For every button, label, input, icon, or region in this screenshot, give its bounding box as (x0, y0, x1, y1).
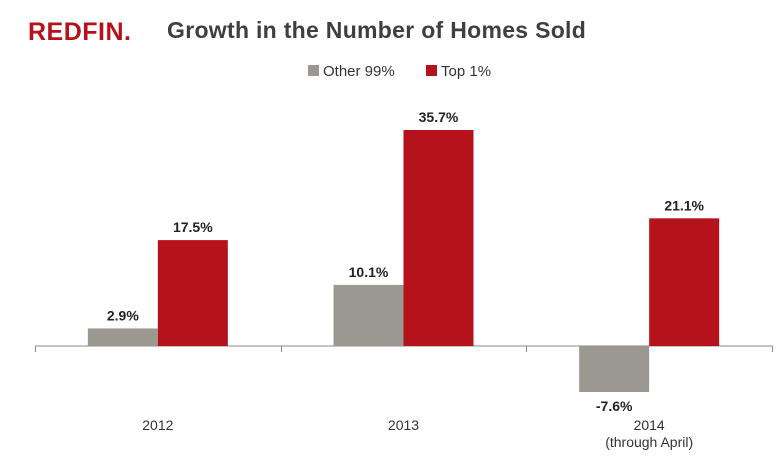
legend-swatch-top-1 (426, 65, 437, 76)
legend-label-top-1: Top 1% (441, 63, 491, 80)
data-label-top-1-2014: 21.1% (664, 197, 704, 213)
chart-title: Growth in the Number of Homes Sold (167, 17, 586, 43)
bar-other-99-2012 (87, 328, 158, 346)
bar-top-1-2012 (157, 240, 228, 346)
x-tick-sublabel-2014: (through April) (605, 434, 693, 450)
legend-swatch-other-99 (308, 65, 319, 76)
data-label-top-1-2012: 17.5% (173, 219, 213, 235)
data-label-other-99-2012: 2.9% (107, 307, 139, 323)
data-label-other-99-2014: -7.6% (596, 398, 633, 414)
bar-other-99-2013 (333, 284, 404, 346)
redfin-logo: REDFIN. (28, 18, 132, 46)
x-tick-label-2012: 2012 (142, 417, 173, 433)
plot-area: 2.9% 17.5% 2012 10.1% 35.7% 2013 -7.6% 21.1% 201… (35, 109, 773, 450)
bar-other-99-2014 (579, 346, 650, 392)
bar-top-1-2014 (649, 218, 720, 346)
legend: Other 99% Top 1% (308, 63, 491, 80)
legend-label-other-99: Other 99% (323, 63, 395, 80)
data-label-top-1-2013: 35.7% (419, 109, 459, 125)
bar-top-1-2013 (403, 130, 474, 346)
data-label-other-99-2013: 10.1% (349, 264, 389, 280)
x-tick-label-2014: 2014 (634, 417, 665, 433)
x-tick-label-2013: 2013 (388, 417, 419, 433)
